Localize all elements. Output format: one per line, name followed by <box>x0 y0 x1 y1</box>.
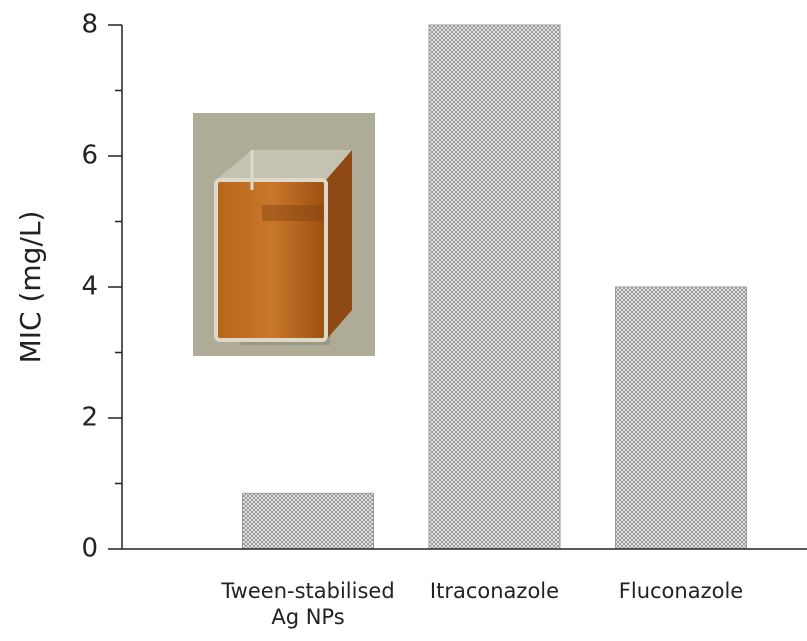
bar <box>243 493 374 549</box>
chart: MIC (mg/L) 0 2 4 6 8 <box>0 0 807 641</box>
y-tick-label: 8 <box>81 10 98 40</box>
y-tick-label: 0 <box>81 534 98 564</box>
inset-photo <box>193 113 375 356</box>
bar <box>429 25 560 549</box>
y-axis-label: MIC (mg/L) <box>14 211 47 364</box>
x-tick-label: Fluconazole <box>586 578 776 604</box>
bar <box>616 287 747 549</box>
x-tick-label: Itraconazole <box>400 578 590 604</box>
x-tick-label: Tween-stabilised Ag NPs <box>213 578 403 630</box>
y-tick-label: 2 <box>81 403 98 433</box>
y-tick-label: 4 <box>81 272 98 302</box>
y-tick-label: 6 <box>81 141 98 171</box>
page: {"chart_data": {"type": "bar", "y_label"… <box>0 0 807 641</box>
